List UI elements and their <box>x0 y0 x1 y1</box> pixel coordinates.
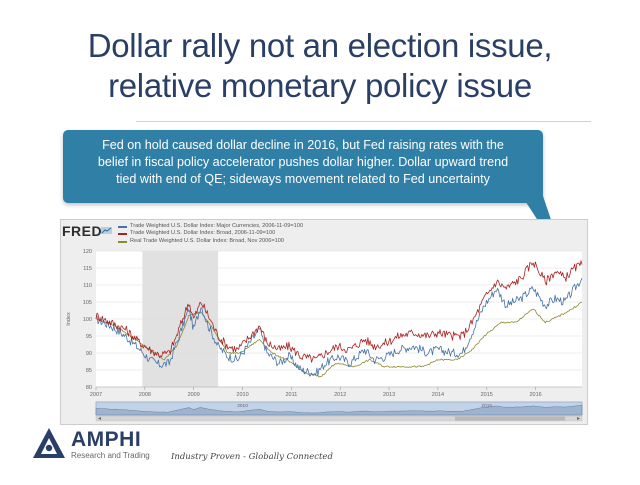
callout-box: Fed on hold caused dollar decline in 201… <box>63 130 543 203</box>
slide-title: Dollar rally not an election issue, rela… <box>0 26 640 106</box>
callout-line-3: tied with end of QE; sideways movement r… <box>116 172 490 186</box>
brand-subtitle: Research and Trading <box>71 451 150 460</box>
brand-name: AMPHI <box>71 428 142 451</box>
y-tick-label: 110 <box>83 283 92 289</box>
legend-item: Trade Weighted U.S. Dollar Index: Broad,… <box>118 230 303 237</box>
y-tick-label: 80 <box>86 385 92 391</box>
x-tick-label: 2009 <box>188 392 200 398</box>
series-line-2 <box>95 301 583 378</box>
scroll-left-icon[interactable] <box>98 417 101 420</box>
y-tick-label: 95 <box>86 334 92 340</box>
navigator[interactable]: 2010 2015 <box>95 401 583 422</box>
y-tick-label: 105 <box>83 300 92 306</box>
navigator-label: 2015 <box>481 403 492 409</box>
y-tick-label: 90 <box>86 351 92 357</box>
fred-logo: FRED <box>62 223 103 239</box>
navigator-scrollbar <box>95 415 583 422</box>
y-tick-label: 120 <box>83 249 92 255</box>
fred-chart: 2010 2015 80 85 90 95 100 105 110 115 120 2007 2008… <box>66 249 583 422</box>
x-tick-label: 2010 <box>236 392 248 398</box>
navigator-area <box>95 404 583 416</box>
title-line-1: Dollar rally not an election issue, <box>87 27 553 64</box>
y-axis-label: Index <box>66 312 72 326</box>
x-tick-label: 2015 <box>481 392 493 398</box>
x-tick-label: 2007 <box>90 392 102 398</box>
legend-item: Trade Weighted U.S. Dollar Index: Major … <box>118 223 303 230</box>
legend-label-real: Real Trade Weighted U.S. Dollar Index: B… <box>130 237 284 244</box>
y-tick-label: 100 <box>83 317 92 323</box>
x-tick-label: 2013 <box>383 392 395 398</box>
title-line-2: relative monetary policy issue <box>108 67 532 104</box>
legend-item: Real Trade Weighted U.S. Dollar Index: B… <box>118 238 303 245</box>
series-line-0 <box>95 278 583 377</box>
legend-swatch-real <box>118 240 127 243</box>
x-tick-label: 2016 <box>529 392 541 398</box>
x-tick-label: 2014 <box>432 392 444 398</box>
series-line-1 <box>95 260 583 363</box>
scrollbar-thumb <box>455 416 565 421</box>
legend-label-broad: Trade Weighted U.S. Dollar Index: Broad,… <box>130 230 276 237</box>
chart-legend: Trade Weighted U.S. Dollar Index: Major … <box>118 223 303 245</box>
y-tick-label: 85 <box>86 368 92 374</box>
x-tick-label: 2011 <box>285 392 297 398</box>
x-tick-label: 2008 <box>139 392 151 398</box>
title-divider <box>136 121 591 122</box>
tagline: Industry Proven - Globally Connected <box>171 452 333 462</box>
callout-line-1: Fed on hold caused dollar decline in 201… <box>102 138 504 152</box>
navigator-label: 2010 <box>237 403 248 409</box>
plot-area: 80 85 90 95 100 105 110 115 120 2007 2008 2009 2010 2… <box>66 249 583 398</box>
amphi-logo-icon <box>33 428 65 458</box>
fred-graph-icon <box>101 227 112 234</box>
x-tick-label: 2012 <box>334 392 346 398</box>
legend-swatch-major <box>118 225 127 228</box>
y-tick-label: 115 <box>83 266 92 272</box>
scroll-right-icon[interactable] <box>577 417 580 420</box>
legend-label-major: Trade Weighted U.S. Dollar Index: Major … <box>130 223 303 229</box>
callout-line-2: belief in fiscal policy accelerator push… <box>97 155 509 169</box>
legend-swatch-broad <box>118 233 127 236</box>
